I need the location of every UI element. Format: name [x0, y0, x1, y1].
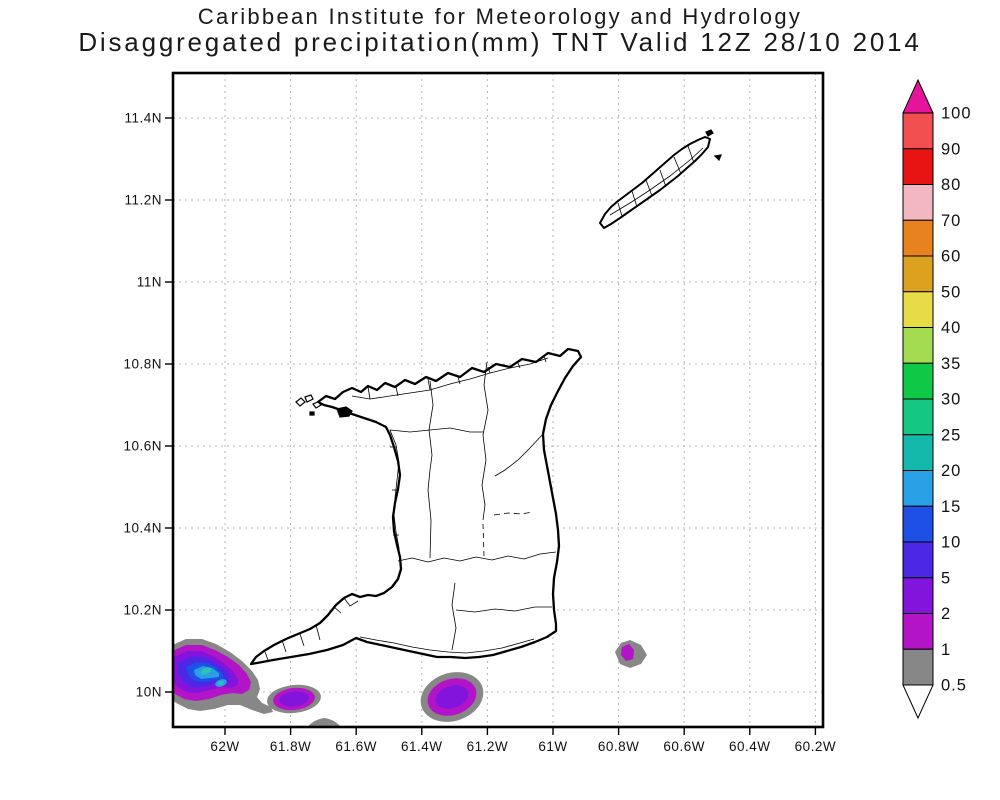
x-tick-label: 60.6W: [663, 739, 705, 754]
tobago-coastline: [599, 136, 711, 229]
y-tick-label: 11.4N: [124, 111, 162, 126]
precip-cell-south-2: [420, 672, 484, 722]
y-tick-label: 10.6N: [123, 439, 162, 454]
tobago-parish-boundaries: [609, 145, 704, 217]
colorbar-tick-label: 1: [941, 641, 951, 659]
precip-cell-east: [615, 640, 647, 668]
tobago-island: [599, 129, 722, 229]
x-tick-label: 60.8W: [598, 739, 640, 754]
precip-cell-large-sw: [173, 639, 273, 714]
x-tick-label: 61W: [538, 739, 567, 754]
x-tick-label: 61.4W: [401, 739, 443, 754]
colorbar-tick-label: 100: [941, 105, 972, 123]
colorbar-segment: [902, 291, 934, 328]
colorbar-segment: [902, 148, 934, 185]
colorbar-segment: [902, 184, 934, 221]
colorbar-tick-label: 2: [941, 605, 951, 623]
colorbar-tick-label: 50: [941, 283, 961, 301]
colorbar-tick-label: 25: [941, 426, 961, 444]
x-tick-label: 62W: [210, 739, 239, 754]
colorbar-arrow-below-min: [902, 684, 934, 720]
colorbar-tick-label: 90: [941, 140, 961, 158]
y-tick-label: 10.2N: [123, 603, 162, 618]
colorbar-segment: [902, 362, 934, 400]
colorbar-segment: [902, 648, 934, 686]
colorbar-segment: [902, 505, 934, 543]
y-tick-label: 10.8N: [123, 357, 162, 372]
islands-layer: [249, 129, 722, 666]
colorbar-tick-label: 30: [941, 391, 961, 409]
colorbar-tick-label: 80: [941, 176, 961, 194]
plot-border: [171, 71, 825, 729]
colorbar-segment: [902, 327, 934, 364]
trinidad-coastline: [249, 347, 583, 666]
x-tick-label: 61.2W: [467, 739, 509, 754]
trinidad-district-boundaries: [264, 355, 557, 661]
colorbar-tick-label: 40: [941, 319, 961, 337]
precip-gray-patch-bottom: [307, 718, 341, 727]
colorbar-tick-label: 15: [941, 498, 961, 516]
colorbar-segment: [902, 398, 934, 436]
colorbar-segment: [902, 613, 934, 650]
axis-ticks-and-labels: 62W 61.8W 61.6W 61.4W 61.2W 61W 60.8W 60.6W 60.4…: [123, 111, 837, 755]
colorbar-segment: [902, 577, 934, 614]
colorbar-segment: [902, 541, 934, 579]
x-tick-label: 61.6W: [335, 739, 377, 754]
colorbar-tick-label: 35: [941, 355, 961, 373]
y-tick-label: 10N: [136, 685, 162, 700]
x-tick-label: 60.2W: [795, 739, 837, 754]
colorbar-arrow-above-max: [902, 78, 934, 114]
colorbar-segment: [902, 255, 934, 293]
colorbar-tick-label: 5: [941, 569, 951, 587]
colorbar-tick-label: 10: [941, 534, 961, 552]
y-tick-label: 11N: [137, 275, 162, 290]
x-tick-label: 60.4W: [729, 739, 771, 754]
plot-subtitle: Disaggregated precipitation(mm) TNT Vali…: [78, 27, 922, 57]
tobago-islets: [705, 129, 722, 162]
colorbar-tick-label: 20: [941, 462, 961, 480]
colorbar-segment: [902, 219, 934, 257]
x-tick-label: 61.8W: [270, 739, 312, 754]
trinidad-island: [249, 347, 583, 666]
colorbar-tick-label: 60: [941, 248, 961, 266]
y-tick-label: 10.4N: [123, 521, 162, 536]
colorbar-tick-label: 70: [941, 212, 961, 230]
colorbar: 100 90 80 70 60 50 40 35 30 25 20 15 10 5 2 1 0.5: [902, 78, 972, 720]
precip-cell-south-1: [267, 684, 321, 714]
colorbar-segment: [902, 470, 934, 507]
colorbar-segment: [902, 434, 934, 471]
colorbar-segment: [902, 112, 934, 150]
colorbar-tick-label: 0.5: [941, 677, 967, 695]
precipitation-layer: [173, 639, 647, 727]
y-tick-label: 11.2N: [124, 193, 162, 208]
page-title: Caribbean Institute for Meteorology and …: [197, 4, 803, 29]
bocas-islets: [295, 394, 353, 418]
